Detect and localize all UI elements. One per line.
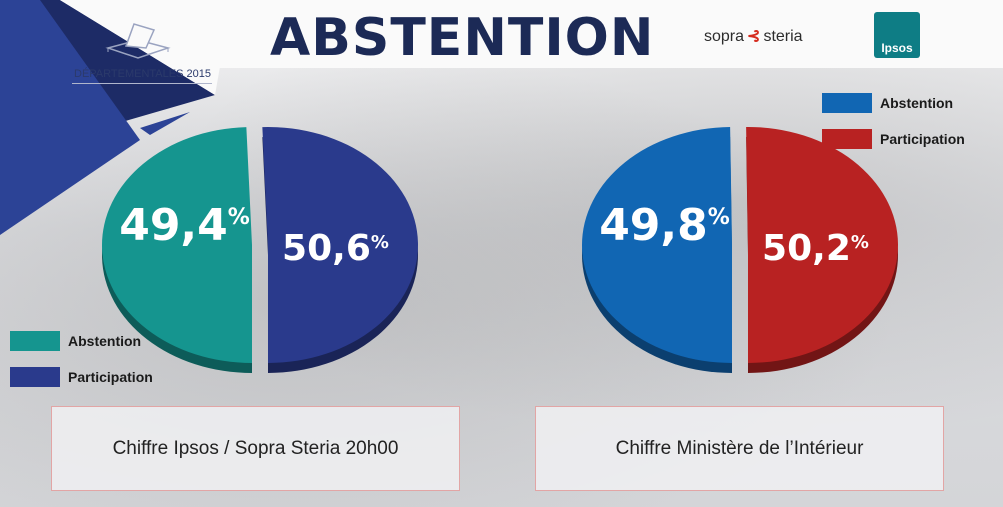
pie-slice-participation (746, 127, 898, 363)
legend-swatch (10, 367, 60, 387)
ipsos-logo: Ipsos (874, 12, 920, 58)
caption-ministere: Chiffre Ministère de l’Intérieur (535, 406, 944, 491)
caption-text: Chiffre Ipsos / Sopra Steria 20h00 (112, 437, 399, 459)
sopra-steria-logo: sopra ⊰ steria (704, 26, 803, 46)
data-label: 49,4% (119, 200, 250, 251)
legend-label: Participation (68, 369, 153, 385)
election-label: DÉPARTEMENTALES 2015 (74, 68, 211, 80)
pie-slice-abstention (102, 127, 253, 364)
legend-participation-1: Participation (10, 367, 153, 387)
pie-slice-participation (262, 127, 418, 363)
pie-chart-ministere: 49,8% 50,2% (581, 127, 899, 373)
legend-swatch (822, 129, 872, 149)
legend-label: Abstention (68, 333, 142, 349)
legend-label: Abstention (880, 95, 954, 111)
legend-participation-2: Participation (822, 129, 965, 149)
sopra-text: sopra (704, 28, 745, 45)
legend-swatch (10, 331, 60, 351)
page-title: ABSTENTION (270, 8, 655, 68)
legend-abstention-2: Abstention (822, 93, 953, 113)
pie-slice-abstention (581, 127, 733, 364)
ballot-box-icon (105, 23, 171, 59)
legend-abstention-1: Abstention (10, 331, 141, 351)
data-label: 50,2% (762, 228, 869, 269)
ipsos-text: Ipsos (881, 41, 913, 55)
sopra-mark-icon: ⊰ (747, 28, 761, 45)
caption-ipsos: Chiffre Ipsos / Sopra Steria 20h00 (51, 406, 460, 491)
legend-swatch (822, 93, 872, 113)
divider (72, 83, 212, 84)
data-label: 50,6% (282, 228, 389, 269)
legend-label: Participation (880, 131, 965, 147)
pie-chart-ipsos: 49,4% 50,6% (102, 127, 418, 373)
data-label: 49,8% (599, 200, 730, 251)
steria-text: steria (763, 28, 803, 45)
caption-text: Chiffre Ministère de l’Intérieur (615, 437, 864, 459)
